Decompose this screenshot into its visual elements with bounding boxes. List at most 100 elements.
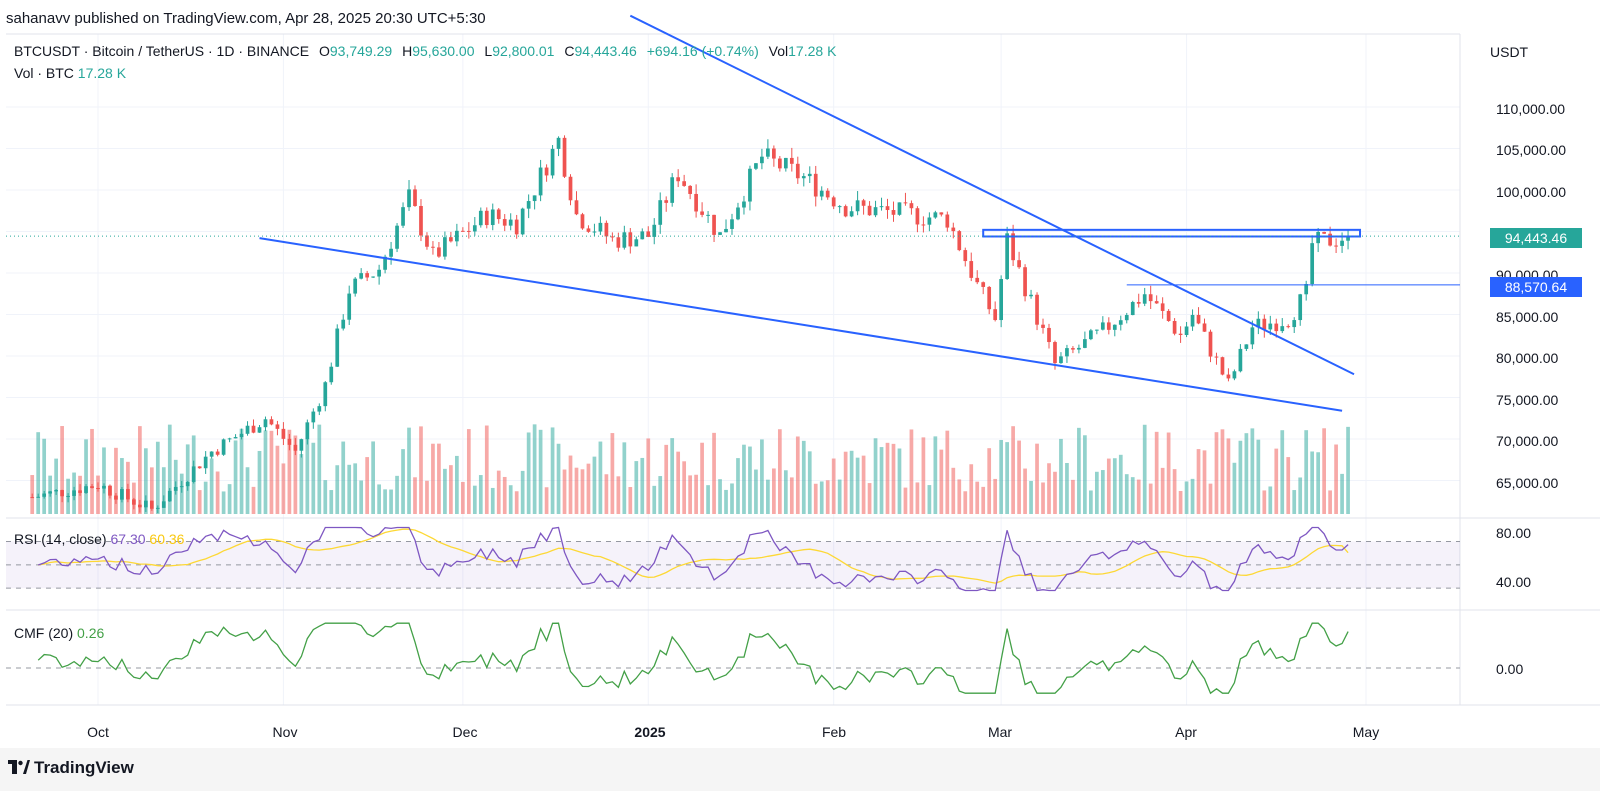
low-value: 92,800.01 xyxy=(492,43,555,59)
volume-bar xyxy=(209,458,214,514)
candle-body xyxy=(975,277,980,283)
candle-body xyxy=(1094,329,1099,331)
candle-body xyxy=(407,189,411,208)
candle-body xyxy=(323,382,328,407)
rsi-band xyxy=(6,541,1460,589)
candle-body xyxy=(341,319,346,329)
candle-body xyxy=(987,286,992,310)
vol-value: 17.28 K xyxy=(788,43,837,59)
candle-body xyxy=(36,496,41,498)
candle-body xyxy=(1346,236,1350,241)
volume-bar xyxy=(921,437,926,514)
volume-bar xyxy=(915,482,920,514)
volume-bar xyxy=(1077,427,1081,514)
candle-body xyxy=(1160,303,1165,311)
volume-bar xyxy=(1280,430,1285,514)
time-tick: Apr xyxy=(1175,724,1197,740)
candle-body xyxy=(1118,320,1123,325)
candle-body xyxy=(132,499,136,505)
candle-body xyxy=(861,200,866,206)
candle-body xyxy=(640,231,645,240)
volume-bar xyxy=(371,441,375,514)
candle-body xyxy=(903,202,908,204)
candle-body xyxy=(951,227,956,232)
high-value: 95,630.00 xyxy=(412,43,475,59)
candle-body xyxy=(72,490,76,496)
candle-body xyxy=(335,328,340,367)
volume-bar xyxy=(341,441,346,514)
candle-body xyxy=(921,224,926,226)
volume-bar xyxy=(335,465,340,514)
candle-body xyxy=(413,189,417,206)
volume-bar xyxy=(748,446,752,514)
candle-body xyxy=(831,197,836,207)
volume-bar xyxy=(688,475,692,514)
candle-body xyxy=(502,219,507,226)
candle-body xyxy=(682,181,687,186)
volume-bar xyxy=(1274,448,1279,514)
candle-body xyxy=(993,309,998,321)
candle-body xyxy=(1214,356,1219,358)
volume-bar xyxy=(987,448,992,514)
tradingview-logo[interactable]: TradingView xyxy=(8,758,134,778)
volume-bar xyxy=(299,454,304,514)
volume-bar xyxy=(215,471,220,514)
volume-bar xyxy=(520,470,525,514)
price-tick: 65,000.00 xyxy=(1496,475,1559,491)
rsi-legend[interactable]: RSI (14, close) 67.30 60.36 xyxy=(14,531,184,547)
candle-body xyxy=(209,451,214,457)
volume-bar xyxy=(801,440,806,514)
candle-body xyxy=(1256,318,1261,328)
candle-body xyxy=(658,200,663,225)
volume-bar xyxy=(449,465,453,514)
volume-bar xyxy=(945,430,950,514)
candle-body xyxy=(472,225,477,232)
volume-bar xyxy=(472,485,477,514)
candle-body xyxy=(1017,260,1021,268)
candle-body xyxy=(1029,294,1033,297)
currency-label[interactable]: USDT xyxy=(1490,44,1529,60)
cmf-legend[interactable]: CMF (20) 0.26 xyxy=(14,625,104,641)
candle-body xyxy=(508,219,513,226)
volume-bar xyxy=(287,429,292,514)
volume-bar xyxy=(1130,477,1135,514)
volume-bar xyxy=(1328,490,1332,514)
symbol-name[interactable]: BTCUSDT · Bitcoin / TetherUS · 1D · BINA… xyxy=(14,43,310,59)
candle-body xyxy=(269,419,274,425)
candle-body xyxy=(909,203,914,209)
volume-bar xyxy=(724,489,728,514)
volume-bar xyxy=(1202,450,1207,514)
volume-bar xyxy=(401,449,405,514)
price-tick: 110,000.00 xyxy=(1496,101,1566,117)
candle-body xyxy=(155,507,160,509)
candle-body xyxy=(981,282,986,287)
cmf-tick: 0.00 xyxy=(1496,661,1524,677)
volume-bar xyxy=(1094,471,1099,514)
rsi-tick: 80.00 xyxy=(1496,525,1532,541)
candle-body xyxy=(179,486,184,488)
candle-body xyxy=(795,163,800,179)
volume-bar xyxy=(1124,474,1129,514)
candle-body xyxy=(371,276,375,278)
volume-bar xyxy=(777,429,782,514)
volume-bar xyxy=(245,467,250,514)
volume-bar xyxy=(927,485,932,514)
candle-body xyxy=(706,214,710,216)
volume-bar xyxy=(867,483,872,514)
volume-legend[interactable]: Vol · BTC 17.28 K xyxy=(14,65,126,81)
volume-bar xyxy=(622,442,627,514)
candle-body xyxy=(825,190,830,198)
candle-body xyxy=(514,219,519,235)
volume-bar xyxy=(508,485,513,514)
open-value: 93,749.29 xyxy=(329,43,393,59)
candle-body xyxy=(568,176,573,201)
volume-bar xyxy=(1136,479,1141,514)
time-tick: Mar xyxy=(987,724,1013,740)
last-price-tag: 94,443.46 xyxy=(1490,228,1582,248)
volume-bar xyxy=(957,479,962,514)
candle-body xyxy=(1172,320,1177,334)
candle-body xyxy=(586,228,591,232)
volume-bar xyxy=(114,447,118,514)
candle-body xyxy=(1304,284,1309,295)
